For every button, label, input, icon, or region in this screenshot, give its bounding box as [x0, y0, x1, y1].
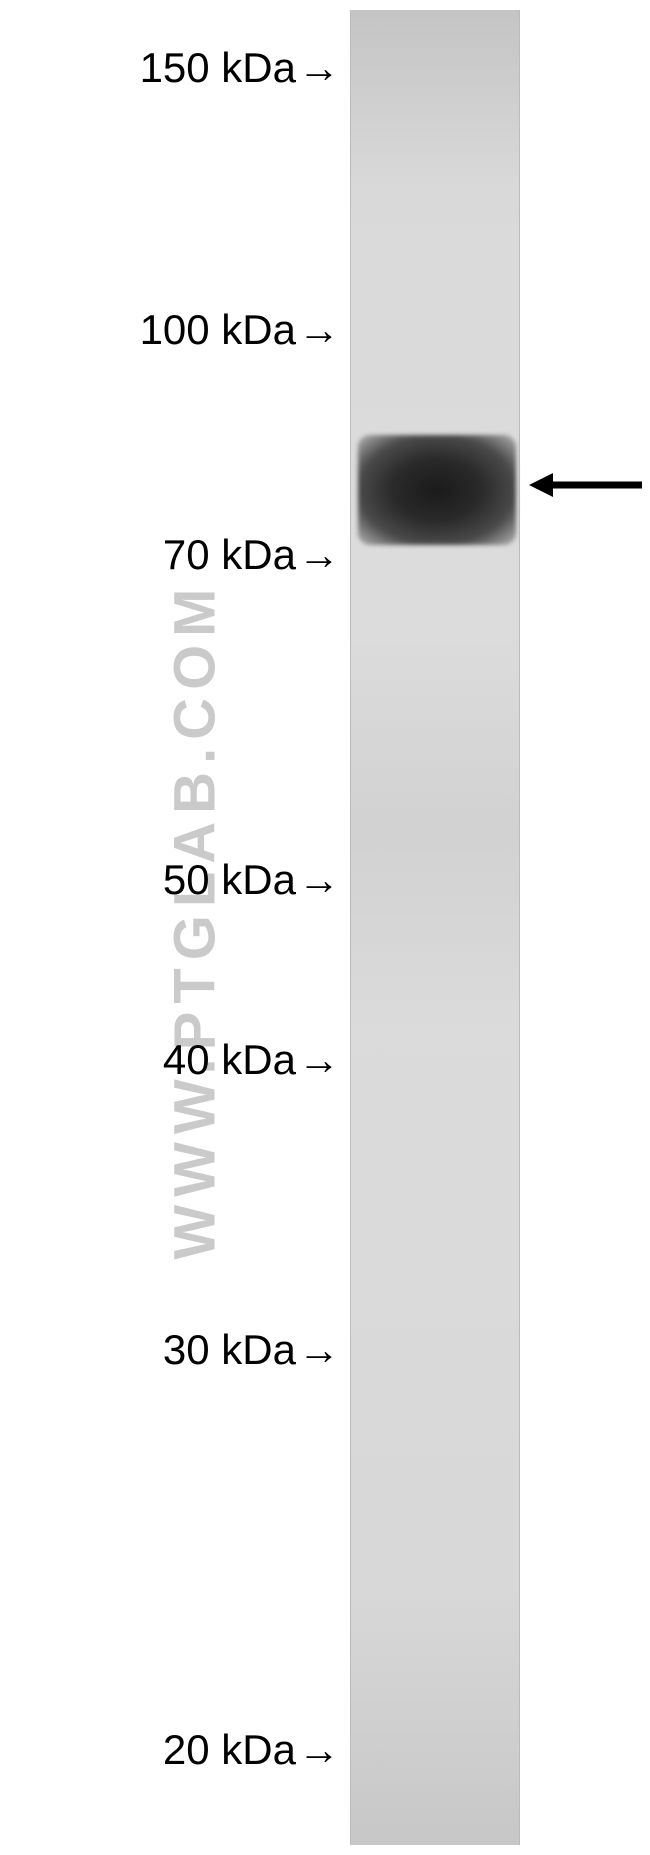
lane-shading-mid: [351, 630, 519, 1030]
marker-label-text: 70 kDa: [163, 531, 296, 578]
marker-arrow-icon: →: [298, 44, 340, 92]
marker-label-text: 150 kDa: [140, 44, 296, 91]
marker-arrow-icon: →: [298, 1326, 340, 1374]
marker-arrow-icon: →: [298, 856, 340, 904]
marker-label-text: 30 kDa: [163, 1326, 296, 1373]
marker-70kda: 70 kDa→: [163, 531, 340, 579]
marker-arrow-icon: →: [298, 1036, 340, 1084]
marker-label-text: 20 kDa: [163, 1726, 296, 1773]
marker-label-text: 40 kDa: [163, 1036, 296, 1083]
marker-20kda: 20 kDa→: [163, 1726, 340, 1774]
blot-container: WWW.PTGLAB.COM 150 kDa→ 100 kDa→ 70 kDa→…: [0, 0, 650, 1855]
lane-shading-bottom: [351, 1595, 519, 1845]
marker-50kda: 50 kDa→: [163, 856, 340, 904]
lane-shading-top: [351, 10, 519, 190]
marker-label-text: 50 kDa: [163, 856, 296, 903]
gel-lane: [350, 10, 520, 1845]
protein-band: [358, 435, 516, 545]
marker-40kda: 40 kDa→: [163, 1036, 340, 1084]
marker-150kda: 150 kDa→: [140, 44, 340, 92]
band-indicator-arrow: [527, 463, 647, 507]
marker-arrow-icon: →: [298, 1726, 340, 1774]
marker-arrow-icon: →: [298, 531, 340, 579]
watermark-text: WWW.PTGLAB.COM: [162, 580, 229, 1259]
marker-label-text: 100 kDa: [140, 306, 296, 353]
marker-30kda: 30 kDa→: [163, 1326, 340, 1374]
marker-arrow-icon: →: [298, 306, 340, 354]
marker-100kda: 100 kDa→: [140, 306, 340, 354]
